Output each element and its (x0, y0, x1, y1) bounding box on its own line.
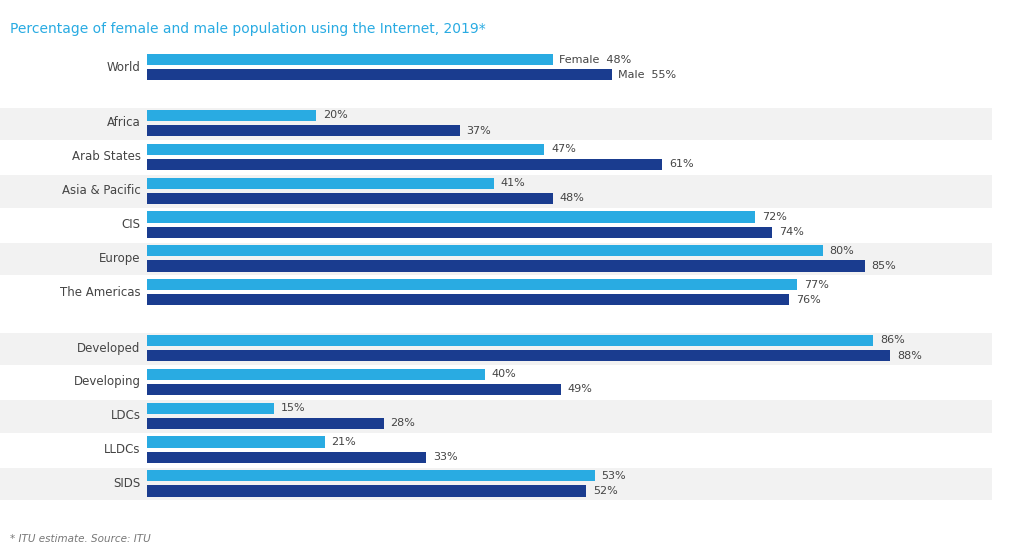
Bar (147, 437, 324, 448)
Text: 40%: 40% (492, 369, 517, 379)
Text: 48%: 48% (559, 193, 584, 204)
Bar (147, 159, 662, 170)
Bar (147, 125, 460, 136)
Text: 15%: 15% (281, 403, 305, 413)
Bar (0, 366, 992, 399)
Text: 85%: 85% (872, 261, 896, 271)
Bar (147, 144, 544, 155)
Text: SIDS: SIDS (114, 477, 140, 490)
Bar (147, 227, 772, 238)
Bar (147, 452, 426, 463)
Bar (0, 52, 992, 84)
Text: Europe: Europe (100, 252, 140, 265)
Bar (0, 243, 992, 276)
Text: 53%: 53% (602, 471, 626, 481)
Bar (147, 335, 874, 346)
Text: LLDCs: LLDCs (104, 443, 140, 456)
Text: 28%: 28% (391, 419, 415, 428)
Bar (147, 403, 275, 414)
Text: 49%: 49% (567, 384, 593, 394)
Text: World: World (107, 60, 140, 74)
Bar (147, 69, 611, 80)
Text: Africa: Africa (107, 117, 140, 129)
Bar (147, 211, 756, 223)
Text: 20%: 20% (323, 111, 348, 120)
Bar (147, 294, 789, 305)
Text: 33%: 33% (433, 452, 458, 462)
Text: 76%: 76% (795, 295, 821, 305)
Text: Asia & Pacific: Asia & Pacific (62, 184, 140, 197)
Bar (0, 277, 992, 309)
Bar (0, 468, 992, 501)
Text: 74%: 74% (779, 227, 803, 237)
Text: 41%: 41% (500, 178, 525, 188)
Text: Developed: Developed (77, 342, 140, 355)
Bar (147, 417, 383, 429)
Bar (147, 368, 485, 380)
Bar (147, 486, 587, 497)
Bar (147, 279, 797, 290)
Bar (0, 141, 992, 174)
Text: The Americas: The Americas (60, 286, 140, 299)
Text: Female  48%: Female 48% (559, 54, 632, 65)
Text: * ITU estimate. Source: ITU: * ITU estimate. Source: ITU (10, 535, 151, 544)
Bar (147, 260, 864, 272)
Bar (147, 384, 561, 395)
Text: Arab States: Arab States (72, 150, 140, 163)
Bar (0, 175, 992, 207)
Text: 61%: 61% (669, 160, 694, 169)
Text: 77%: 77% (804, 280, 829, 290)
Text: 88%: 88% (897, 350, 921, 361)
Text: Percentage of female and male population using the Internet, 2019*: Percentage of female and male population… (10, 22, 486, 36)
Text: 86%: 86% (880, 336, 905, 345)
Bar (147, 470, 595, 481)
Bar (0, 400, 992, 433)
Text: 47%: 47% (551, 144, 576, 154)
Bar (147, 192, 552, 204)
Text: Developing: Developing (73, 375, 140, 388)
Bar (147, 110, 316, 121)
Text: 72%: 72% (762, 212, 787, 222)
Text: 52%: 52% (593, 486, 618, 496)
Bar (147, 54, 552, 65)
Text: 80%: 80% (830, 246, 854, 256)
Bar (0, 209, 992, 241)
Bar (0, 434, 992, 466)
Text: 37%: 37% (467, 125, 491, 135)
Bar (0, 333, 992, 365)
Text: CIS: CIS (122, 218, 140, 231)
Text: 21%: 21% (332, 437, 356, 447)
Bar (0, 108, 992, 140)
Bar (147, 350, 890, 361)
Bar (147, 245, 823, 256)
Text: Male  55%: Male 55% (618, 70, 676, 80)
Text: LDCs: LDCs (111, 409, 140, 422)
Bar (147, 178, 493, 189)
